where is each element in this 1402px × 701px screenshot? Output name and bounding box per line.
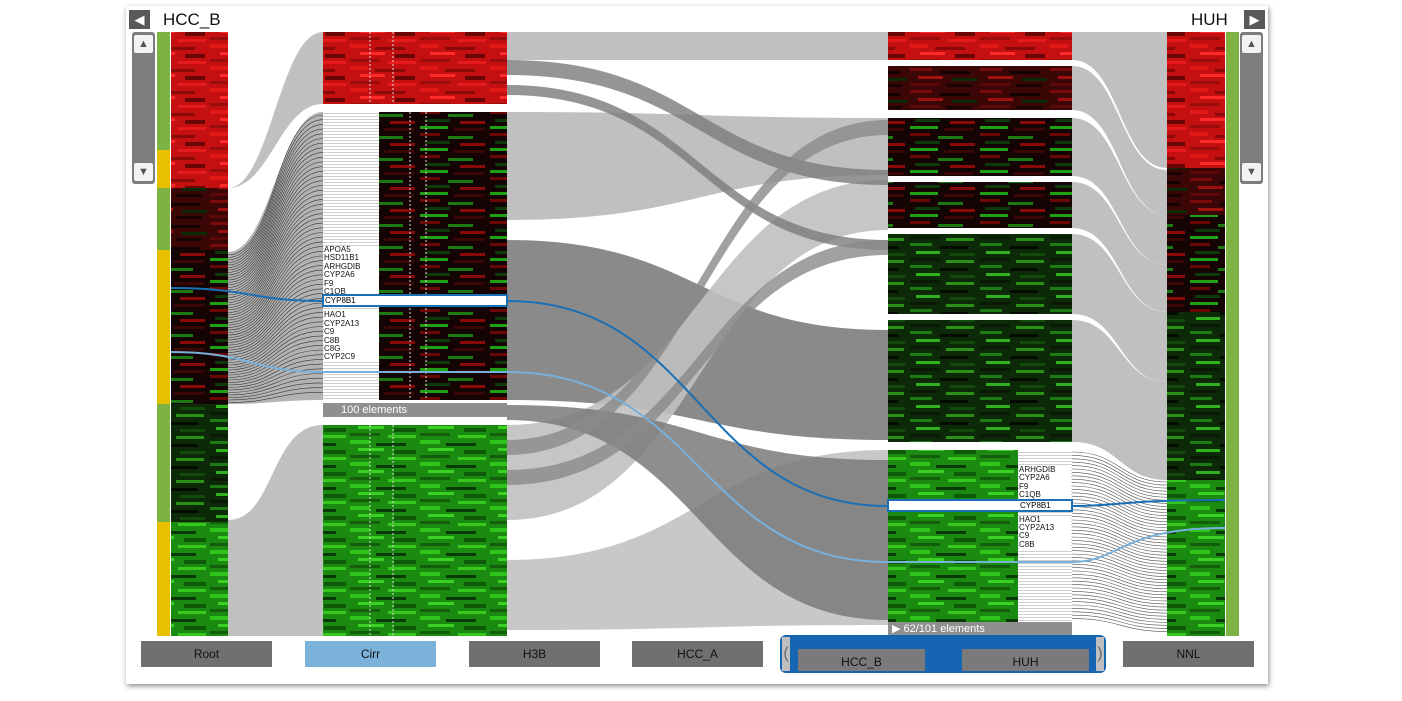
left-element-count[interactable]: 100 elements [323,403,507,417]
ribbons-left [228,32,323,636]
left-cluster-bar [157,32,170,636]
ribbons-right [1072,32,1167,480]
line-bundle-right [1071,451,1168,632]
right-column-heatmap [1167,32,1225,636]
tab-h3b[interactable]: H3B [469,641,600,667]
gene-label[interactable]: ARHGDIB [324,262,379,272]
left-gene-list: APOA5 HSD11B1 ARHGDIB CYP2A6 F9 C1QB HAO… [324,245,379,362]
tab-cirr[interactable]: Cirr [305,641,436,667]
scroll-down-icon[interactable]: ▼ [134,163,153,181]
left-scrollbar[interactable]: ▲ ▼ [132,32,155,184]
gene-highlight-paths [170,287,1226,563]
gene-label[interactable]: CYP2A6 [1019,473,1071,483]
gene-label[interactable]: APOA5 [324,245,379,255]
scroll-down-icon[interactable]: ▼ [1242,163,1261,181]
gene-label[interactable]: C8G [324,344,379,354]
ribbons-middle [507,32,888,630]
gene-label[interactable]: CYP2A13 [1019,523,1071,533]
right-element-count[interactable]: ▶ 62/101 elements [888,622,1072,636]
line-bundle-left [227,114,324,403]
gene-label[interactable]: ARHGDIB [1019,465,1071,475]
gene-label[interactable]: HAO1 [1019,515,1071,525]
left-cluster-heatmaps [323,32,507,636]
tab-hcc-b[interactable]: HCC_B [796,647,927,673]
gene-label[interactable]: C8B [324,336,379,346]
tab-huh[interactable]: HUH [960,647,1091,673]
gene-label[interactable]: C8B [1019,540,1071,550]
right-cluster-bar [1226,32,1239,636]
next-dataset-button[interactable]: ▶ [1244,10,1265,29]
tab-root[interactable]: Root [141,641,272,667]
right-dataset-title: HUH [1191,10,1228,29]
left-dataset-title: HCC_B [163,10,221,29]
selected-gene-left[interactable]: CYP8B1 [322,294,508,307]
gene-label[interactable]: C1QB [324,287,379,297]
tab-nnl[interactable]: NNL [1123,641,1254,667]
right-scrollbar[interactable]: ▲ ▼ [1240,32,1263,184]
gene-label[interactable]: F9 [324,279,379,289]
selected-gene-right[interactable]: CYP8B1 [887,499,1073,512]
gene-label[interactable]: CYP2C9 [324,353,379,362]
scroll-up-icon[interactable]: ▲ [134,35,153,53]
gene-label[interactable]: C1QB [1019,490,1071,500]
gene-label[interactable]: C9 [1019,532,1071,541]
gene-label[interactable]: HAO1 [324,311,379,320]
right-gene-list: ARHGDIB CYP2A6 F9 C1QB HAO1 CYP2A13 C9 C… [1019,465,1071,550]
gene-label[interactable]: CYP2A6 [324,270,379,280]
gene-label[interactable]: CYP2A13 [324,319,379,329]
gene-label[interactable]: C9 [324,327,379,337]
left-bracket-icon[interactable]: ( [782,637,790,671]
scroll-up-icon[interactable]: ▲ [1242,35,1261,53]
prev-dataset-button[interactable]: ◀ [129,10,150,29]
gene-label[interactable]: HSD11B1 [324,253,379,263]
gene-label[interactable]: F9 [1019,482,1071,492]
left-column-heatmap [171,32,228,636]
tab-hcc-a[interactable]: HCC_A [632,641,763,667]
right-bracket-icon[interactable]: ) [1096,637,1104,671]
